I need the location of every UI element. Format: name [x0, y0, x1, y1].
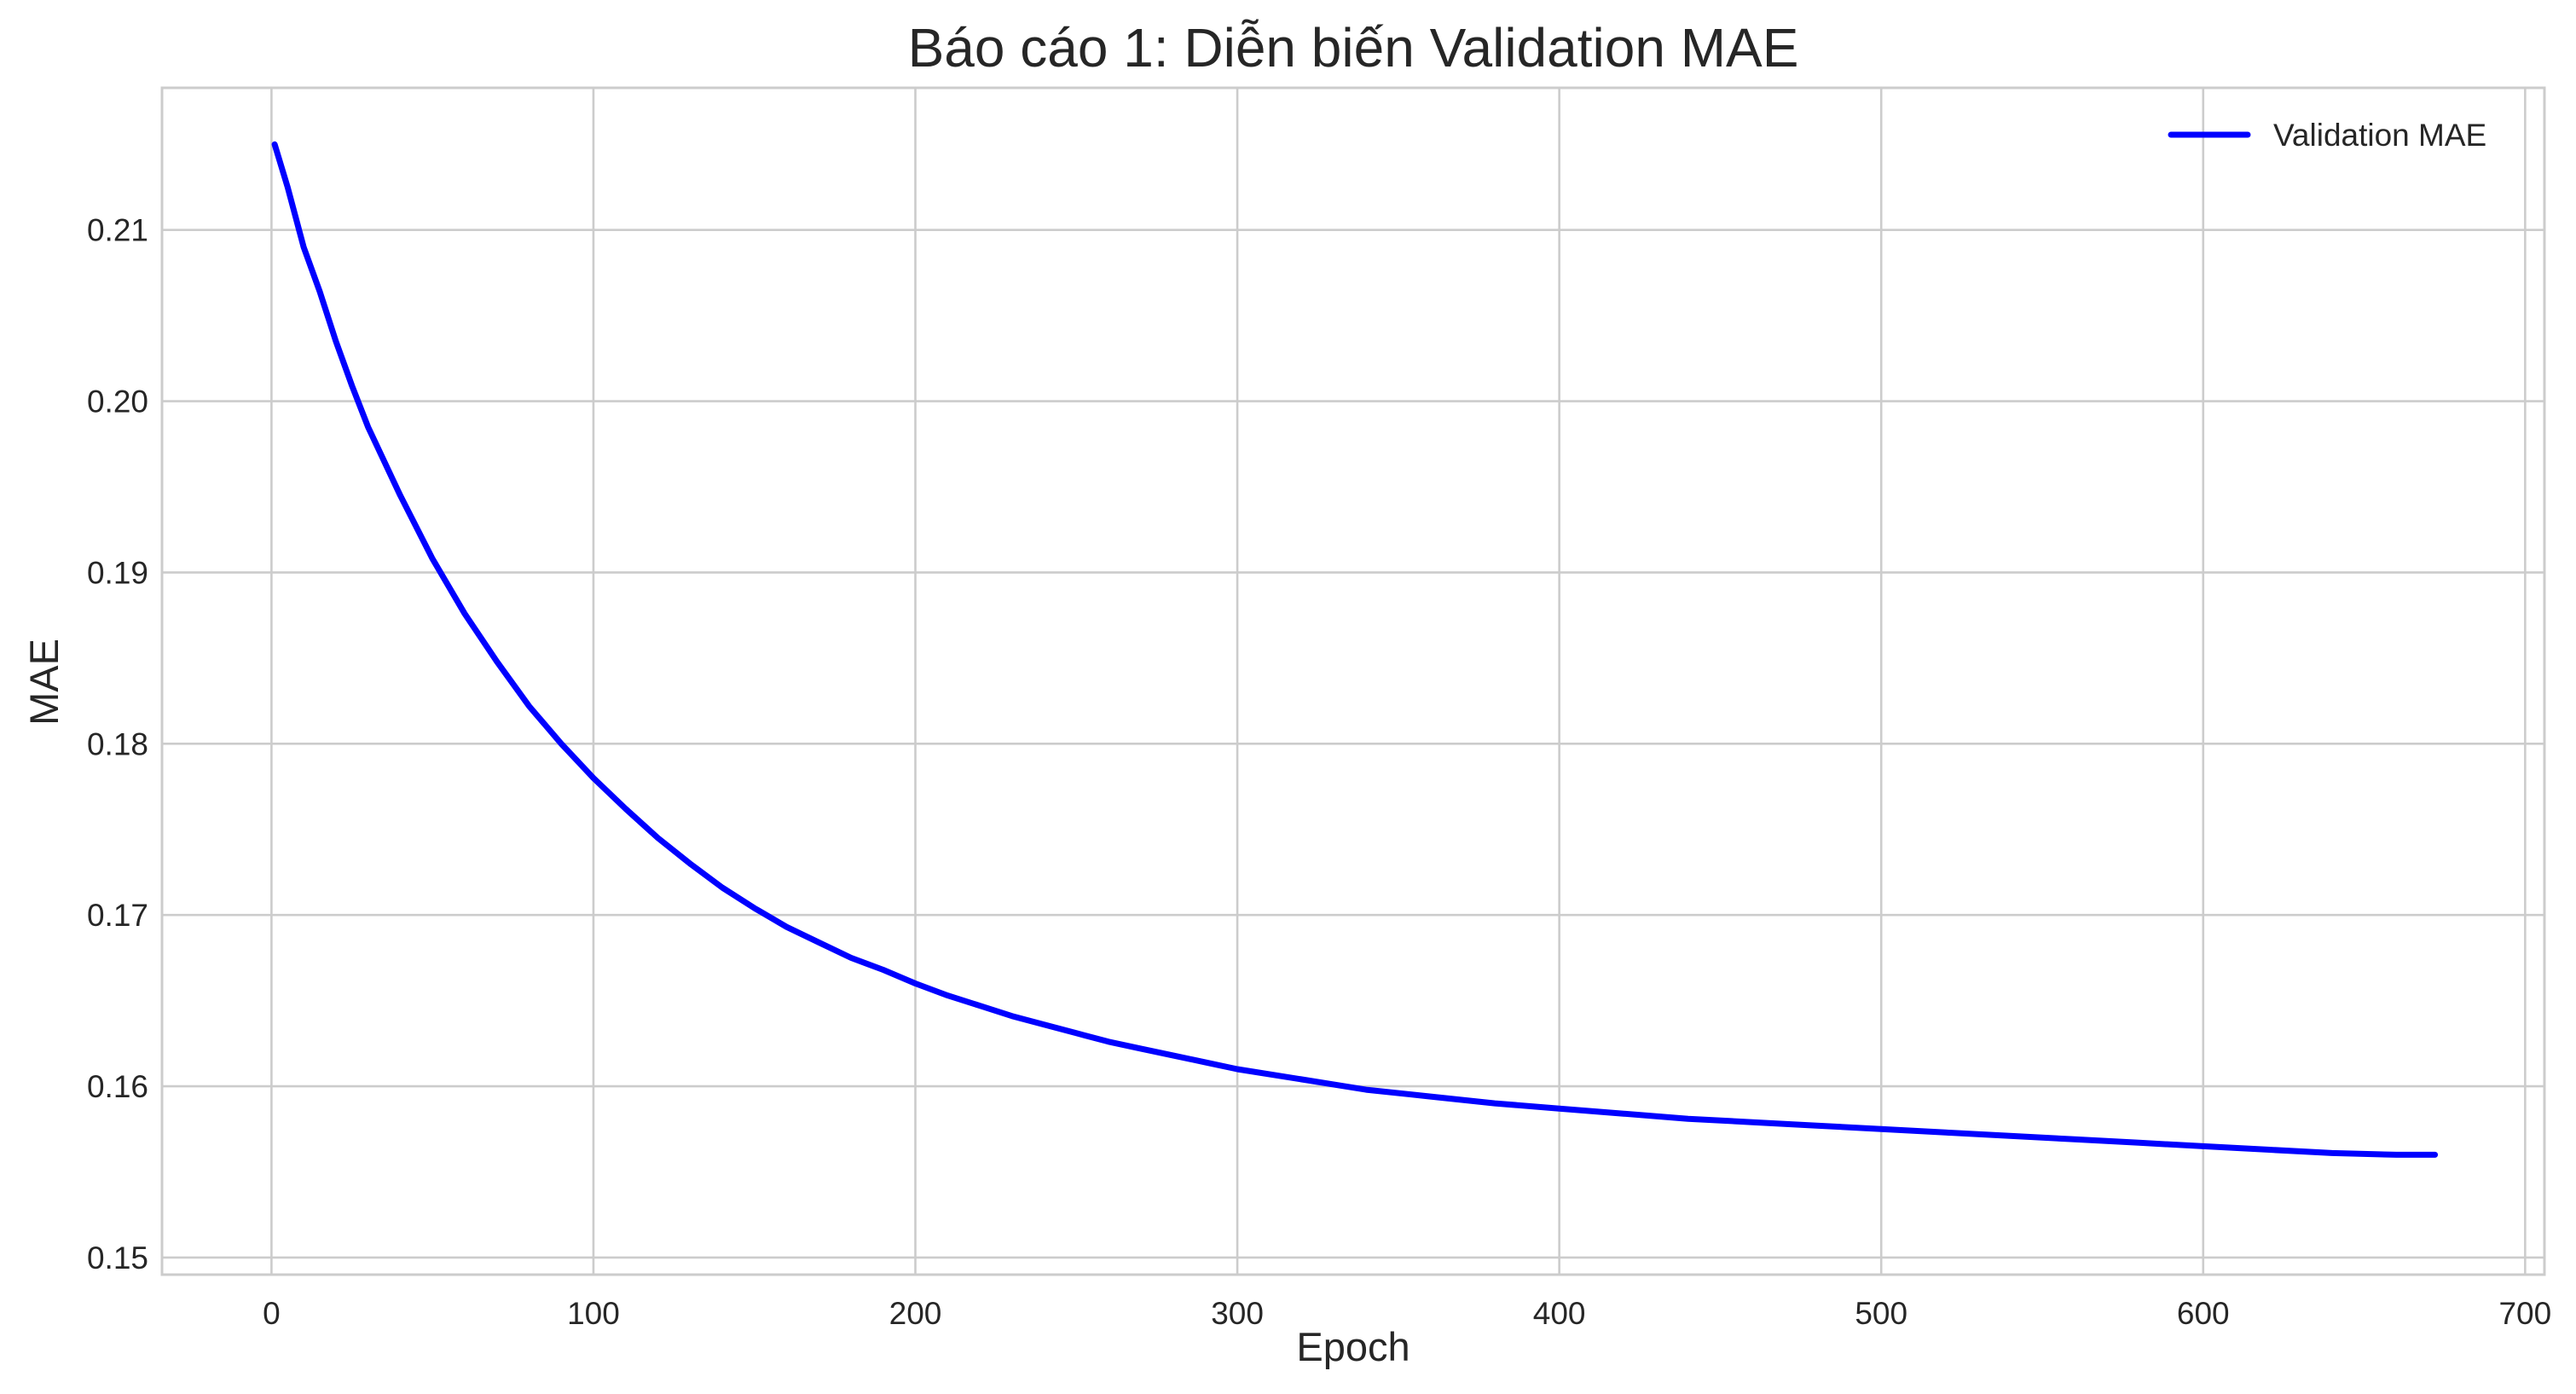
- x-tick-label: 200: [889, 1296, 942, 1331]
- y-axis-label: MAE: [21, 639, 67, 726]
- chart-title: Báo cáo 1: Diễn biến Validation MAE: [908, 17, 1799, 78]
- x-tick-labels: 0 100 200 300 400 500 600 700: [263, 1296, 2551, 1331]
- x-tick-label: 400: [1533, 1296, 1586, 1331]
- x-tick-label: 500: [1855, 1296, 1907, 1331]
- y-tick-label: 0.21: [87, 213, 148, 248]
- legend-label: Validation MAE: [2273, 118, 2486, 153]
- x-tick-label: 0: [263, 1296, 281, 1331]
- y-tick-label: 0.17: [87, 898, 148, 933]
- series-line-validation-mae: [271, 141, 2439, 1158]
- legend: Validation MAE: [2168, 118, 2486, 153]
- plot-frame: [160, 86, 2546, 1276]
- x-axis-label: Epoch: [1296, 1324, 1410, 1369]
- y-tick-label: 0.16: [87, 1069, 148, 1104]
- y-tick-label: 0.15: [87, 1241, 148, 1275]
- x-tick-label: 700: [2498, 1296, 2551, 1331]
- x-tick-label: 300: [1211, 1296, 1264, 1331]
- y-tick-label: 0.18: [87, 726, 148, 761]
- y-tick-labels: 0.15 0.16 0.17 0.18 0.19 0.20 0.21: [87, 213, 148, 1275]
- y-tick-label: 0.20: [87, 385, 148, 419]
- x-tick-label: 100: [567, 1296, 620, 1331]
- series-layer: [271, 141, 2439, 1158]
- y-tick-label: 0.19: [87, 555, 148, 590]
- x-tick-label: 600: [2177, 1296, 2230, 1331]
